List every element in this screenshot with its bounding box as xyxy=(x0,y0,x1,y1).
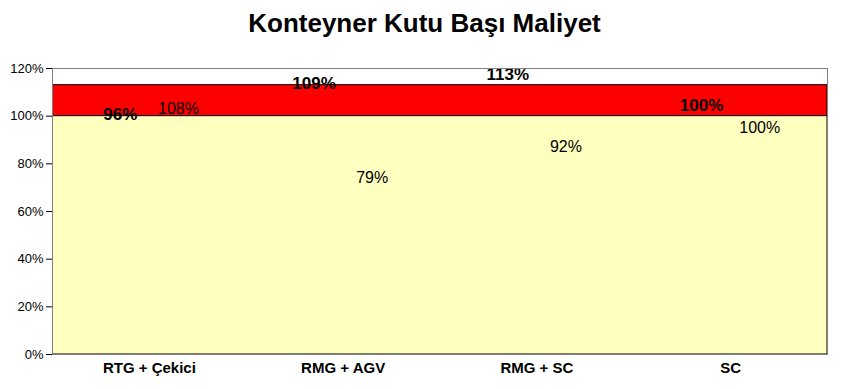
svg-text:SC: SC xyxy=(720,359,741,376)
svg-text:60%: 60% xyxy=(17,204,43,219)
svg-text:108%: 108% xyxy=(158,100,199,117)
svg-text:120%: 120% xyxy=(10,61,44,76)
svg-text:RMG + AGV: RMG + AGV xyxy=(301,359,385,376)
html-text:Konteyner Kutu Başı Maliyet: Konteyner Kutu Başı Maliyet xyxy=(248,8,601,38)
svg-text:113%: 113% xyxy=(487,65,530,84)
svg-text:109%: 109% xyxy=(292,74,335,93)
svg-text:100%: 100% xyxy=(739,119,780,136)
svg-text:96%: 96% xyxy=(103,105,137,124)
svg-text:100%: 100% xyxy=(680,96,723,115)
svg-text:0%: 0% xyxy=(25,347,44,362)
svg-text:100%: 100% xyxy=(10,108,44,123)
svg-text:40%: 40% xyxy=(17,251,43,266)
svg-text:80%: 80% xyxy=(17,156,43,171)
svg-text:92%: 92% xyxy=(550,138,582,155)
svg-text:RTG + Çekici: RTG + Çekici xyxy=(103,359,196,376)
svg-text:20%: 20% xyxy=(17,299,43,314)
svg-text:79%: 79% xyxy=(356,169,388,186)
svg-text:RMG + SC: RMG + SC xyxy=(500,359,573,376)
